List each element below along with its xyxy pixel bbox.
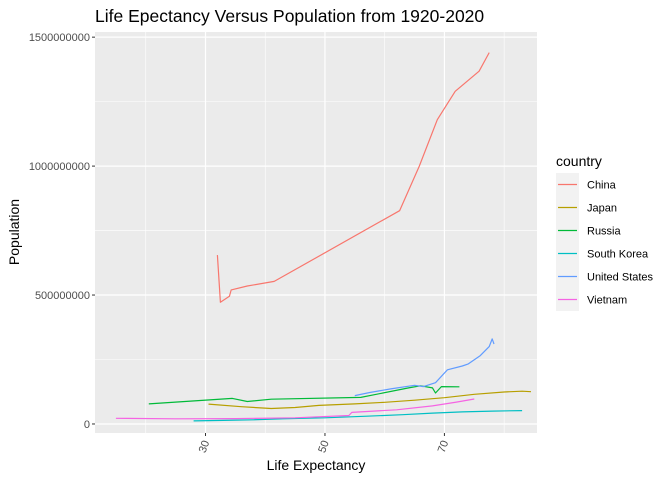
legend-label: China xyxy=(587,180,617,192)
legend-item: China xyxy=(556,173,617,196)
legend-item: Russia xyxy=(556,219,622,242)
legend-label: Japan xyxy=(587,203,617,215)
y-axis-title: Population xyxy=(6,199,22,265)
legend-label: Vietnam xyxy=(587,295,627,307)
legend: country China Japan Russia South Korea Unite… xyxy=(556,153,654,311)
grid-minor xyxy=(95,32,537,433)
legend-label: United States xyxy=(587,272,654,284)
y-tick-label: 0 xyxy=(84,419,90,431)
chart-title: Life Epectancy Versus Population from 19… xyxy=(95,6,484,26)
x-axis-title: Life Expectancy xyxy=(267,457,366,473)
y-tick-label: 1500000000 xyxy=(29,32,90,44)
x-tick-label: 70 xyxy=(436,439,451,455)
series-line-china xyxy=(216,52,490,303)
series-lines xyxy=(115,52,532,422)
x-tick-label: 30 xyxy=(197,439,212,455)
series-line-south-korea xyxy=(193,410,523,422)
legend-item: South Korea xyxy=(556,242,649,265)
series-line-japan xyxy=(208,390,532,410)
legend-item: Japan xyxy=(556,196,617,219)
panel-background xyxy=(95,32,537,433)
grid-major xyxy=(95,32,537,433)
legend-item: United States xyxy=(556,265,654,288)
y-tick-label: 500000000 xyxy=(35,290,90,302)
legend-label: South Korea xyxy=(587,249,649,261)
y-tick-label: 1000000000 xyxy=(29,161,90,173)
legend-label: Russia xyxy=(587,226,622,238)
x-tick-label: 50 xyxy=(316,439,331,455)
series-line-russia xyxy=(148,385,460,405)
legend-items: China Japan Russia South Korea United States… xyxy=(556,173,654,311)
series-line-united-states xyxy=(354,338,495,397)
legend-item: Vietnam xyxy=(556,288,627,311)
series-line-vietnam xyxy=(115,398,475,420)
x-axis-ticks: 30 50 70 xyxy=(197,433,451,455)
y-axis-ticks: 0 500000000 1000000000 1500000000 xyxy=(29,32,95,431)
legend-title: country xyxy=(556,153,602,169)
